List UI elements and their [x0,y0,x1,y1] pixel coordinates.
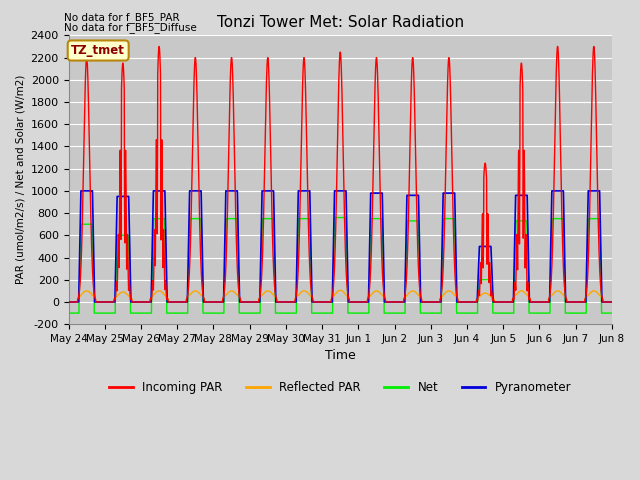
Text: No data for f_BF5_PAR: No data for f_BF5_PAR [64,12,180,23]
X-axis label: Time: Time [325,349,356,362]
Y-axis label: PAR (umol/m2/s) / Net and Solar (W/m2): PAR (umol/m2/s) / Net and Solar (W/m2) [15,75,25,285]
Title: Tonzi Tower Met: Solar Radiation: Tonzi Tower Met: Solar Radiation [217,15,464,30]
Text: No data for f_BF5_Diffuse: No data for f_BF5_Diffuse [64,22,196,33]
Text: TZ_tmet: TZ_tmet [71,44,125,57]
Legend: Incoming PAR, Reflected PAR, Net, Pyranometer: Incoming PAR, Reflected PAR, Net, Pyrano… [104,377,576,399]
